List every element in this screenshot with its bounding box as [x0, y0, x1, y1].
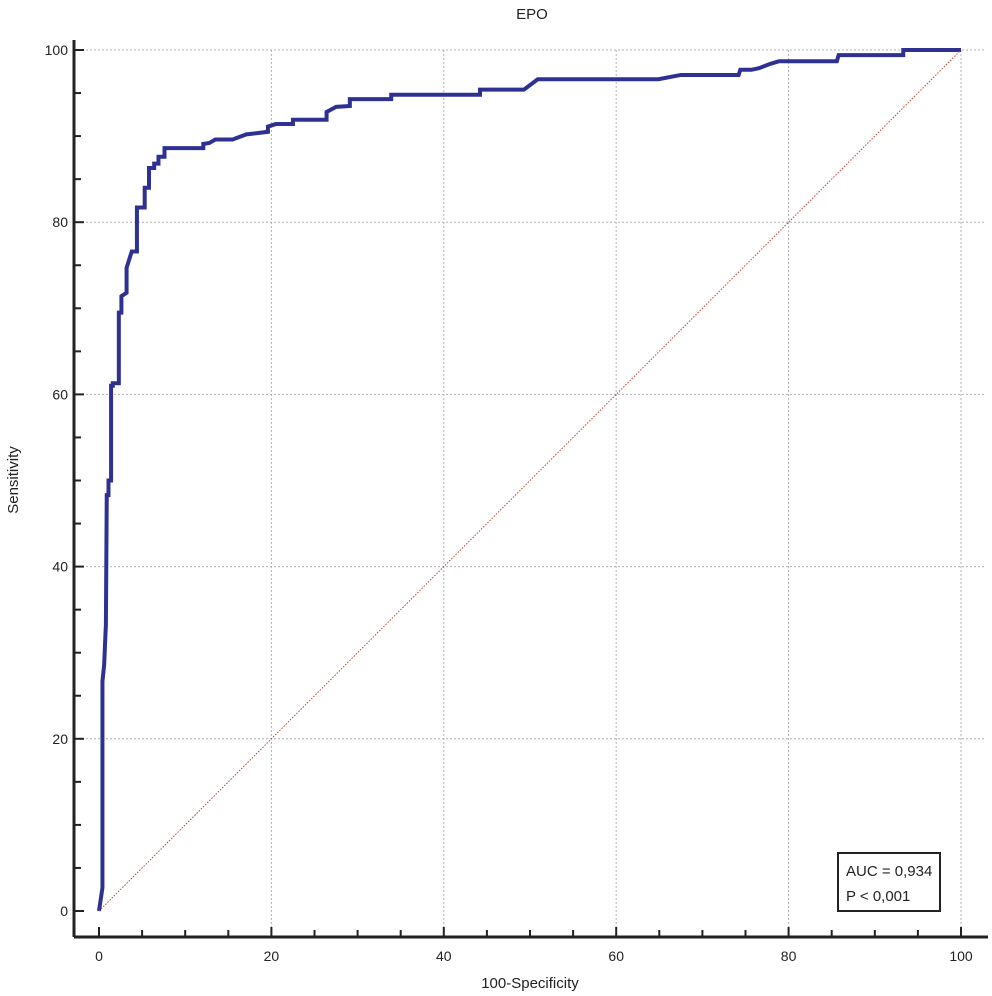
y-tick-label: 0	[60, 903, 68, 919]
x-tick-label: 100	[949, 948, 973, 964]
y-tick-label: 40	[52, 559, 68, 575]
grid	[74, 49, 986, 937]
x-tick-label: 80	[781, 948, 797, 964]
axes	[72, 40, 988, 939]
x-tick-label: 40	[436, 948, 452, 964]
plot-lines	[97, 48, 962, 912]
y-tick-label: 60	[52, 386, 68, 402]
x-axis-title: 100-Specificity	[481, 975, 579, 992]
y-tick-label: 20	[52, 731, 68, 747]
reference-diagonal-line	[98, 49, 962, 912]
p-value-label: P < 0,001	[846, 888, 910, 905]
y-axis-title: Sensitivity	[5, 446, 22, 514]
x-tick-label: 20	[264, 948, 280, 964]
x-tick-label: 0	[95, 948, 103, 964]
stats-legend-box	[837, 852, 941, 912]
x-tick-label: 60	[608, 948, 624, 964]
y-tick-label: 100	[45, 42, 69, 58]
chart-title: EPO	[516, 6, 548, 23]
auc-label: AUC = 0,934	[846, 863, 932, 880]
roc-curve-line	[97, 48, 961, 912]
stats-legend: AUC = 0,934 P < 0,001	[837, 852, 941, 912]
y-tick-label: 80	[52, 214, 68, 230]
